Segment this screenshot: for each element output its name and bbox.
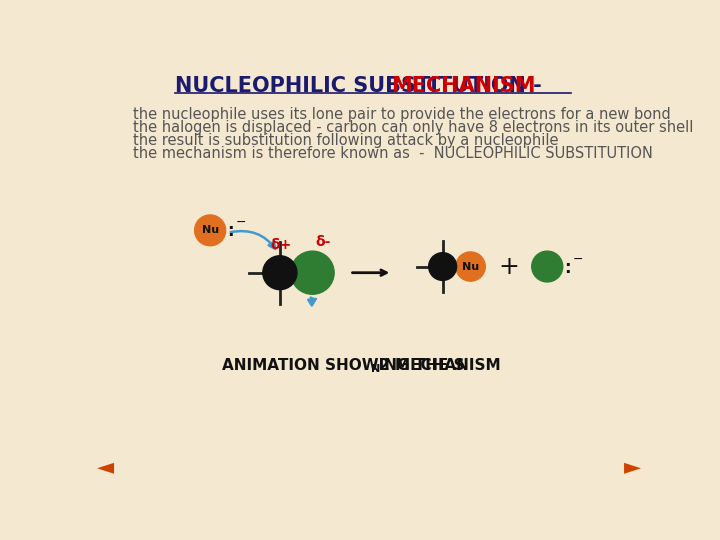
- Text: :: :: [228, 222, 234, 240]
- FancyArrowPatch shape: [308, 298, 315, 306]
- Text: δ+: δ+: [271, 238, 292, 252]
- Text: Nu: Nu: [462, 261, 479, 272]
- Circle shape: [428, 253, 456, 280]
- Circle shape: [291, 251, 334, 294]
- Text: ►: ►: [624, 457, 641, 477]
- Text: NUCLEOPHILIC SUBSTITUTION -: NUCLEOPHILIC SUBSTITUTION -: [175, 76, 549, 96]
- Text: :: :: [564, 259, 571, 277]
- Circle shape: [456, 252, 485, 281]
- Text: ANIMATION SHOWING THE S: ANIMATION SHOWING THE S: [222, 357, 464, 373]
- Text: the mechanism is therefore known as  -  NUCLEOPHILIC SUBSTITUTION: the mechanism is therefore known as - NU…: [132, 146, 652, 161]
- Text: the result is substitution following attack by a nucleophile: the result is substitution following att…: [132, 133, 558, 148]
- Circle shape: [263, 256, 297, 289]
- FancyArrowPatch shape: [230, 231, 275, 249]
- Text: −: −: [573, 253, 583, 266]
- Circle shape: [532, 251, 563, 282]
- Text: N: N: [372, 364, 381, 374]
- Text: +: +: [498, 254, 519, 279]
- Text: 2 MECHANISM: 2 MECHANISM: [379, 357, 500, 373]
- Text: Nu: Nu: [202, 225, 219, 235]
- Text: δ-: δ-: [315, 235, 331, 249]
- Text: ◄: ◄: [97, 457, 114, 477]
- Text: −: −: [235, 216, 246, 229]
- Text: the nucleophile uses its lone pair to provide the electrons for a new bond: the nucleophile uses its lone pair to pr…: [132, 107, 670, 122]
- Text: MECHANISM: MECHANISM: [391, 76, 535, 96]
- Circle shape: [194, 215, 225, 246]
- Text: the halogen is displaced - carbon can only have 8 electrons in its outer shell: the halogen is displaced - carbon can on…: [132, 120, 693, 135]
